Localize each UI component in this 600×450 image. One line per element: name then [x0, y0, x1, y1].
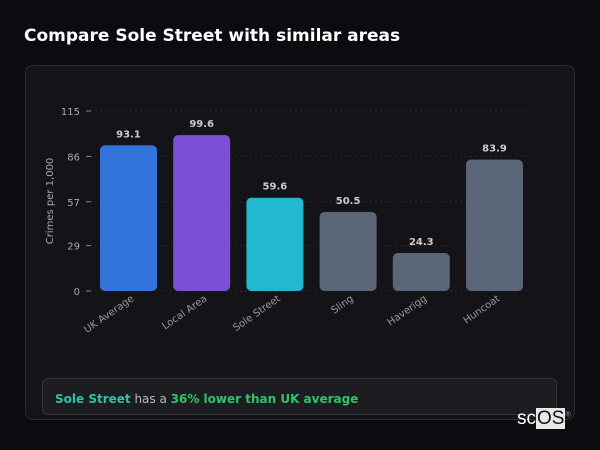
bar-sole-street[interactable]: [246, 197, 304, 291]
y-tick-label: 86: [67, 152, 80, 163]
bar-uk-average[interactable]: [100, 145, 157, 291]
summary-box: Sole Street has a 36% lower than UK aver…: [42, 378, 557, 415]
summary-text: has a: [130, 392, 171, 406]
y-axis-label: Crimes per 1,000: [45, 158, 56, 245]
page-title: Compare Sole Street with similar areas: [24, 26, 401, 46]
x-tick-label: Huncoat: [462, 293, 503, 326]
data-label: 93.1: [116, 129, 141, 140]
data-label: 83.9: [482, 144, 507, 155]
data-label: 50.5: [336, 196, 361, 207]
bar-haverigg[interactable]: [392, 252, 450, 291]
data-label: 59.6: [263, 182, 288, 193]
y-tick-label: 115: [61, 107, 80, 118]
bar-local-area[interactable]: [173, 135, 231, 291]
summary-area: Sole Street: [55, 392, 131, 406]
scos-logo: scOS®: [517, 408, 571, 429]
y-tick-label: 29: [67, 242, 80, 253]
data-label: 24.3: [409, 237, 434, 248]
x-tick-label: Local Area: [160, 293, 209, 332]
y-tick-label: 0: [74, 287, 80, 298]
summary-comparison: 36% lower than UK average: [170, 392, 359, 406]
x-tick-label: Haverigg: [386, 293, 429, 328]
bar-sling[interactable]: [319, 211, 377, 291]
y-tick-label: 57: [67, 198, 80, 209]
x-tick-label: Sling: [329, 293, 355, 316]
data-label: 99.6: [189, 119, 214, 130]
bar-huncoat[interactable]: [466, 159, 523, 291]
x-tick-label: Sole Street: [231, 293, 282, 334]
x-tick-label: UK Average: [82, 293, 136, 335]
